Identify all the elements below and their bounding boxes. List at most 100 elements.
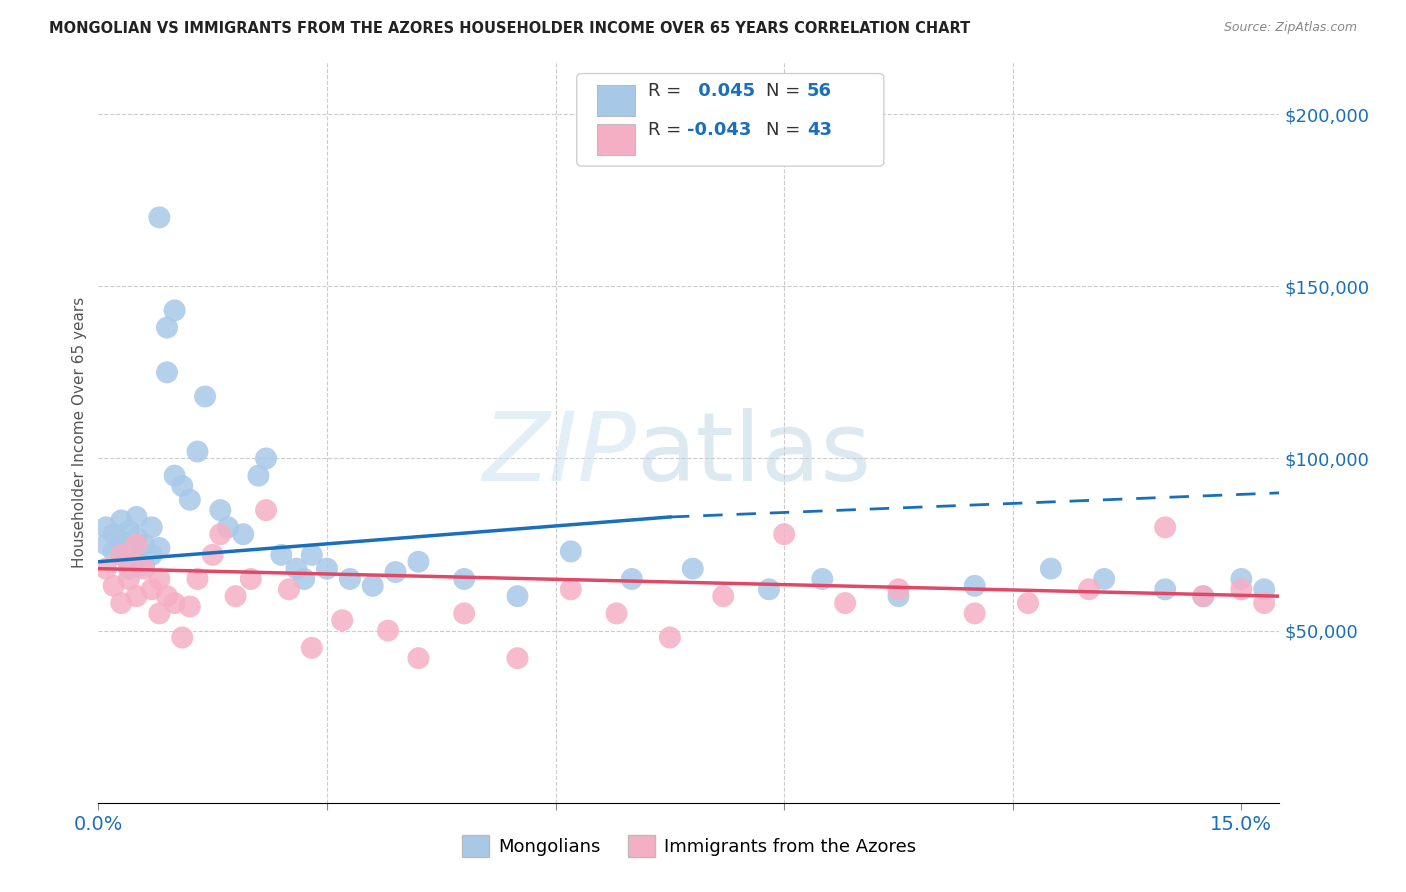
Text: 0.045: 0.045 xyxy=(693,82,755,100)
Text: 43: 43 xyxy=(807,121,832,139)
Point xyxy=(887,589,910,603)
Text: 56: 56 xyxy=(807,82,832,100)
Point xyxy=(201,548,224,562)
Bar xyxy=(596,124,634,155)
Point xyxy=(1192,589,1215,603)
Point xyxy=(811,572,834,586)
Point xyxy=(118,561,141,575)
Point xyxy=(148,211,170,225)
Text: N =: N = xyxy=(766,121,806,139)
Point xyxy=(330,613,353,627)
Legend: Mongolians, Immigrants from the Azores: Mongolians, Immigrants from the Azores xyxy=(454,828,924,864)
Point xyxy=(247,468,270,483)
Point xyxy=(125,551,148,566)
Point xyxy=(453,607,475,621)
Point xyxy=(103,527,125,541)
Point xyxy=(110,548,132,562)
Point xyxy=(118,555,141,569)
Point xyxy=(560,544,582,558)
Point xyxy=(172,479,194,493)
Point xyxy=(682,561,704,575)
Point xyxy=(1154,520,1177,534)
Point xyxy=(1192,589,1215,603)
Point xyxy=(225,589,247,603)
Point xyxy=(103,544,125,558)
Point xyxy=(110,548,132,562)
Point xyxy=(209,503,232,517)
Text: ZIP: ZIP xyxy=(482,409,636,501)
Point xyxy=(125,531,148,545)
Point xyxy=(1078,582,1101,597)
Point xyxy=(217,520,239,534)
Point xyxy=(134,558,156,573)
Point xyxy=(110,534,132,549)
Point xyxy=(125,537,148,551)
Point xyxy=(186,444,208,458)
Point xyxy=(1092,572,1115,586)
Point xyxy=(1154,582,1177,597)
Text: Source: ZipAtlas.com: Source: ZipAtlas.com xyxy=(1223,21,1357,34)
Point xyxy=(1253,582,1275,597)
Point xyxy=(134,561,156,575)
Point xyxy=(506,651,529,665)
Point xyxy=(606,607,628,621)
Point xyxy=(301,548,323,562)
Point xyxy=(285,561,308,575)
Point xyxy=(316,561,339,575)
FancyBboxPatch shape xyxy=(576,73,884,166)
Point xyxy=(384,565,406,579)
Point xyxy=(186,572,208,586)
Point xyxy=(134,537,156,551)
Bar xyxy=(596,85,634,116)
Point xyxy=(277,582,299,597)
Point xyxy=(408,555,430,569)
Point xyxy=(1230,572,1253,586)
Point xyxy=(1017,596,1039,610)
Point xyxy=(110,513,132,527)
Point xyxy=(361,579,384,593)
Text: MONGOLIAN VS IMMIGRANTS FROM THE AZORES HOUSEHOLDER INCOME OVER 65 YEARS CORRELA: MONGOLIAN VS IMMIGRANTS FROM THE AZORES … xyxy=(49,21,970,36)
Point xyxy=(209,527,232,541)
Point xyxy=(179,599,201,614)
Point xyxy=(773,527,796,541)
Point xyxy=(163,596,186,610)
Text: -0.043: -0.043 xyxy=(686,121,751,139)
Point xyxy=(339,572,361,586)
Point xyxy=(239,572,262,586)
Point xyxy=(506,589,529,603)
Point xyxy=(118,541,141,555)
Point xyxy=(301,640,323,655)
Point xyxy=(110,596,132,610)
Text: R =: R = xyxy=(648,82,686,100)
Point xyxy=(94,561,117,575)
Text: R =: R = xyxy=(648,121,686,139)
Point xyxy=(620,572,643,586)
Point xyxy=(1039,561,1062,575)
Y-axis label: Householder Income Over 65 years: Householder Income Over 65 years xyxy=(72,297,87,568)
Point xyxy=(194,389,217,403)
Point xyxy=(94,537,117,551)
Point xyxy=(141,548,163,562)
Point xyxy=(172,631,194,645)
Point xyxy=(658,631,681,645)
Point xyxy=(163,303,186,318)
Point xyxy=(148,572,170,586)
Point xyxy=(118,572,141,586)
Point xyxy=(834,596,856,610)
Point xyxy=(560,582,582,597)
Point xyxy=(148,607,170,621)
Point xyxy=(254,451,277,466)
Point xyxy=(156,589,179,603)
Point xyxy=(758,582,780,597)
Point xyxy=(141,582,163,597)
Point xyxy=(963,607,986,621)
Point xyxy=(1253,596,1275,610)
Text: atlas: atlas xyxy=(636,409,870,501)
Point xyxy=(963,579,986,593)
Point xyxy=(141,520,163,534)
Point xyxy=(711,589,734,603)
Text: N =: N = xyxy=(766,82,806,100)
Point xyxy=(125,510,148,524)
Point xyxy=(103,579,125,593)
Point xyxy=(179,492,201,507)
